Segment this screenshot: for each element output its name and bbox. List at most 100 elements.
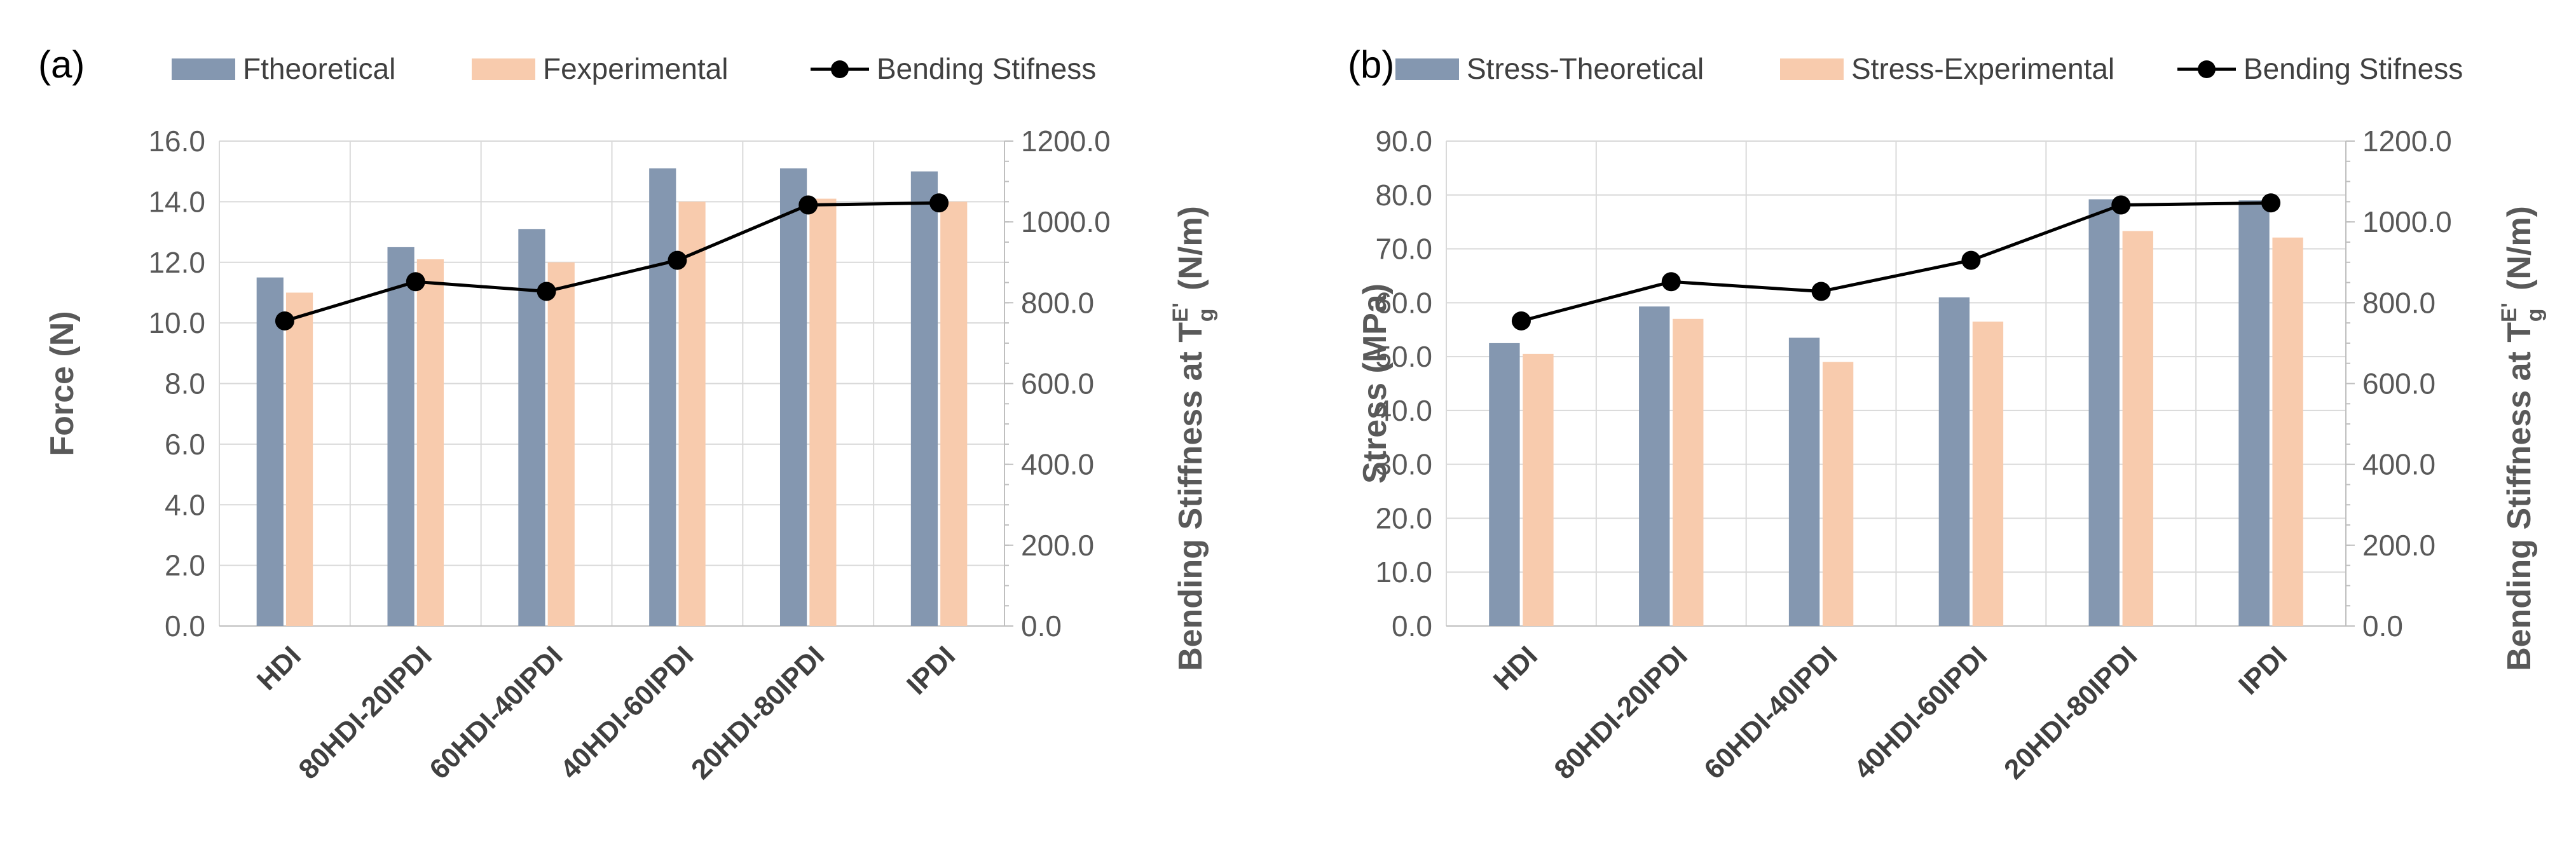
y2-tick-label: 1200.0: [2362, 125, 2452, 158]
y-tick-label: 4.0: [165, 488, 205, 521]
x-tick-label: 20HDI-80IPDI: [685, 640, 830, 785]
y-tick-label: 10.0: [148, 306, 205, 339]
y2-tick-label: 0.0: [1021, 609, 1062, 643]
bar-experimental: [1523, 353, 1554, 626]
x-tick-label: 60HDI-40IPDI: [423, 640, 568, 785]
bar-experimental: [2122, 231, 2153, 627]
y2-tick-label: 800.0: [2362, 286, 2436, 319]
y-tick-label: 50.0: [1375, 340, 1432, 373]
line-stiffness: [1521, 201, 2271, 323]
y-tick-label: 12.0: [148, 246, 205, 279]
line-stiffness: [284, 201, 940, 323]
y2-tick-label: 600.0: [2362, 367, 2436, 400]
point-stiffness: [1811, 282, 1831, 301]
y-tick-label: 70.0: [1375, 233, 1432, 266]
x-tick-label: 20HDI-80IPDI: [1998, 640, 2143, 785]
legend-label-experimental: Stress-Experimental: [1851, 52, 2114, 85]
y-tick-label: 10.0: [1375, 555, 1432, 589]
bar-experimental: [1972, 322, 2004, 626]
bar-experimental: [940, 201, 968, 626]
y-tick-label: 0.0: [165, 609, 205, 643]
point-stiffness: [275, 311, 294, 330]
panel-label: (b): [1348, 43, 1394, 86]
y-tick-label: 80.0: [1375, 179, 1432, 212]
x-tick-label: 80HDI-20IPDI: [1549, 640, 1694, 785]
y2-tick-label: 200.0: [1021, 529, 1094, 562]
bar-theoretical: [779, 168, 807, 626]
legend-marker-stiffness: [2198, 60, 2216, 78]
legend-label-experimental: Fexperimental: [543, 52, 728, 85]
y-tick-label: 2.0: [165, 549, 205, 582]
bar-theoretical: [256, 277, 284, 626]
point-stiffness: [1511, 311, 1531, 330]
bar-experimental: [678, 201, 706, 626]
x-tick-label: IPDI: [901, 640, 961, 700]
point-stiffness: [406, 272, 425, 292]
y-tick-label: 30.0: [1375, 448, 1432, 481]
point-stiffness: [537, 282, 556, 301]
x-tick-label: 40HDI-60IPDI: [554, 640, 699, 785]
y2-axis-title: Bending Stiffness at TE'g (N/m): [1168, 206, 1218, 671]
y-axis-title: Stress (MPa): [1357, 283, 1394, 484]
y-tick-label: 60.0: [1375, 286, 1432, 319]
bar-experimental: [2272, 237, 2303, 627]
y-axis-title: Force (N): [44, 311, 81, 456]
bar-theoretical: [910, 171, 938, 626]
legend-swatch-experimental: [1780, 58, 1844, 80]
y-tick-label: 20.0: [1375, 501, 1432, 534]
point-stiffness: [929, 193, 949, 213]
point-stiffness: [2111, 195, 2131, 215]
y2-tick-label: 1000.0: [2362, 205, 2452, 238]
bar-theoretical: [2238, 200, 2270, 626]
bar-theoretical: [387, 247, 414, 626]
chart-panel-b: (b) Stress-Theoretical Stress-Experimental…: [1348, 43, 2547, 786]
legend-label-theoretical: Ftheoretical: [243, 52, 395, 85]
y2-tick-label: 1000.0: [1021, 205, 1111, 238]
x-tick-label: HDI: [251, 640, 307, 696]
legend-swatch-theoretical: [1395, 58, 1459, 80]
y2-tick-label: 600.0: [1021, 367, 1094, 400]
legend-marker-stiffness: [831, 60, 849, 78]
y-tick-label: 8.0: [165, 367, 205, 400]
legend-label-stiffness: Bending Stifness: [877, 52, 1096, 85]
point-stiffness: [798, 195, 818, 215]
legend-label-theoretical: Stress-Theoretical: [1467, 52, 1704, 85]
bar-experimental: [547, 262, 575, 626]
bar-experimental: [285, 292, 313, 626]
x-tick-label: IPDI: [2233, 640, 2293, 700]
y2-tick-label: 200.0: [2362, 529, 2436, 562]
x-tick-label: 60HDI-40IPDI: [1698, 640, 1843, 785]
bar-theoretical: [1788, 337, 1820, 626]
y-tick-label: 0.0: [1392, 609, 1432, 643]
point-stiffness: [2261, 193, 2281, 213]
legend: Ftheoretical Fexperimental Bending Stifnes…: [172, 52, 1096, 85]
bar-experimental: [1822, 362, 1854, 626]
y-tick-label: 14.0: [148, 185, 205, 218]
y-tick-label: 16.0: [148, 125, 205, 158]
point-stiffness: [1961, 250, 1981, 270]
y2-tick-label: 400.0: [2362, 448, 2436, 481]
bar-theoretical: [1938, 297, 1970, 626]
bar-experimental: [416, 259, 444, 626]
point-stiffness: [1661, 272, 1681, 292]
y-tick-label: 40.0: [1375, 394, 1432, 427]
chart-panel-a: (a) Ftheoretical Fexperimental Bending Stif…: [38, 43, 1218, 786]
legend-swatch-theoretical: [172, 58, 235, 80]
legend-swatch-experimental: [472, 58, 535, 80]
panel-label: (a): [38, 43, 85, 86]
x-tick-label: 40HDI-60IPDI: [1848, 640, 1993, 785]
bar-theoretical: [649, 168, 676, 626]
x-tick-label: 80HDI-20IPDI: [293, 640, 438, 785]
point-stiffness: [668, 250, 687, 270]
legend: Stress-Theoretical Stress-Experimental Ben…: [1395, 52, 2463, 85]
bar-experimental: [809, 198, 837, 626]
x-tick-label: HDI: [1488, 640, 1544, 696]
bar-theoretical: [1639, 306, 1670, 626]
y-tick-label: 90.0: [1375, 125, 1432, 158]
y2-tick-label: 0.0: [2362, 609, 2403, 643]
bar-theoretical: [1489, 343, 1520, 626]
bar-theoretical: [2088, 199, 2120, 626]
y2-tick-label: 800.0: [1021, 286, 1094, 319]
y2-tick-label: 400.0: [1021, 448, 1094, 481]
